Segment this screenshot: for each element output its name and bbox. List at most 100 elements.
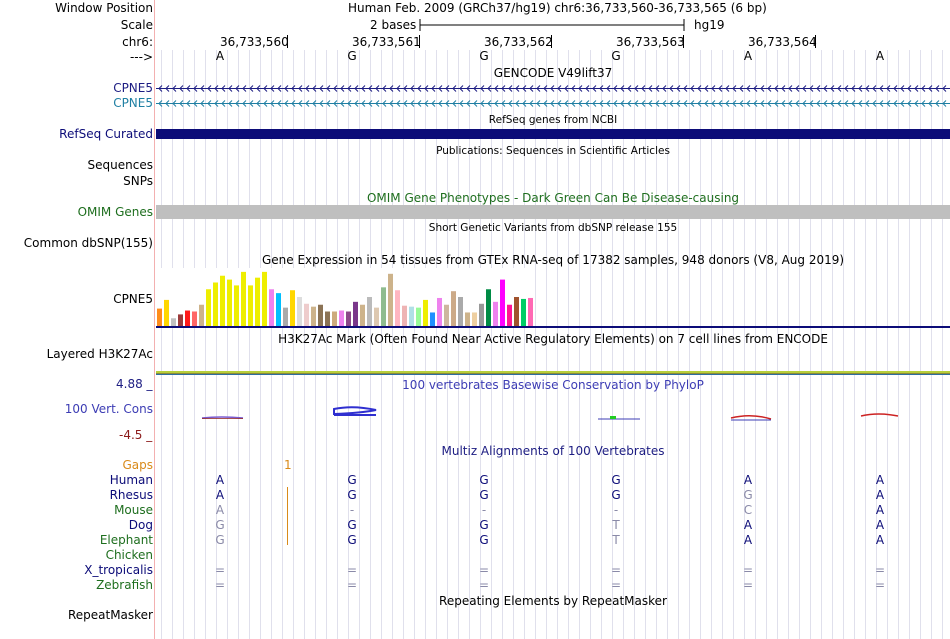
strand-chevron (242, 85, 247, 92)
repeatmasker-label[interactable]: RepeatMasker (67, 608, 153, 622)
refseq-track-title[interactable]: RefSeq genes from NCBI (488, 114, 618, 126)
strand-chevron (865, 85, 870, 92)
strand-chevron (333, 85, 338, 92)
strand-chevron (634, 100, 639, 107)
strand-chevron (781, 100, 786, 107)
h3k27ac-signal[interactable] (156, 370, 950, 378)
omim-label[interactable]: OMIM Genes (77, 205, 153, 219)
gencode-gene-label-1[interactable]: CPNE5 (113, 81, 153, 95)
h3k27ac-track-title[interactable]: H3K27Ac Mark (Often Found Near Active Re… (278, 332, 828, 346)
refseq-label[interactable]: RefSeq Curated (59, 127, 153, 141)
strand-chevron (459, 85, 464, 92)
refseq-gene-feature[interactable] (156, 129, 950, 139)
strand-chevron (361, 100, 366, 107)
strand-chevron (431, 85, 436, 92)
strand-chevron (627, 85, 632, 92)
gtex-tissue-bar (514, 297, 519, 326)
strand-chevron (214, 85, 219, 92)
gtex-tissue-bar (388, 273, 393, 326)
strand-chevron (620, 100, 625, 107)
strand-chevron (760, 85, 765, 92)
strand-chevron (354, 85, 359, 92)
strand-chevron (578, 85, 583, 92)
gtex-tissue-bar (192, 311, 197, 326)
gtex-tissue-bar (409, 306, 414, 326)
species-label[interactable]: Elephant (99, 533, 153, 547)
sequences-label[interactable]: Sequences (87, 158, 153, 172)
strand-chevron (711, 100, 716, 107)
strand-chevron (368, 85, 373, 92)
alignment-base: G (479, 473, 489, 487)
strand-chevron (452, 85, 457, 92)
strand-chevron (788, 85, 793, 92)
repeatmasker-track-title[interactable]: Repeating Elements by RepeatMasker (439, 594, 667, 608)
multiz-track-title[interactable]: Multiz Alignments of 100 Vertebrates (441, 444, 665, 458)
strand-chevron (557, 85, 562, 92)
coordinate-label: 36,733,564 (748, 35, 817, 49)
strand-chevron (767, 85, 772, 92)
strand-chevron (501, 100, 506, 107)
species-label[interactable]: X_tropicalis (84, 563, 153, 577)
strand-chevron (270, 100, 275, 107)
strand-chevron (207, 100, 212, 107)
strand-chevron (200, 85, 205, 92)
gtex-track-title[interactable]: Gene Expression in 54 tissues from GTEx … (261, 253, 845, 267)
alignment-base: A (743, 518, 753, 532)
strand-chevron (207, 85, 212, 92)
species-label[interactable]: Dog (128, 518, 153, 532)
strand-chevron (270, 85, 275, 92)
alignment-base: = (875, 578, 886, 592)
phylop-label[interactable]: 100 Vert. Cons (64, 402, 153, 416)
phylop-track-title[interactable]: 100 vertebrates Basewise Conservation by… (402, 378, 704, 392)
species-label[interactable]: Mouse (114, 503, 153, 517)
window-position-text[interactable]: Human Feb. 2009 (GRCh37/hg19) chr6:36,73… (348, 1, 767, 15)
species-label[interactable]: Chicken (105, 548, 153, 562)
species-label[interactable]: Rhesus (109, 488, 153, 502)
dbsnp-track-title[interactable]: Short Genetic Variants from dbSNP releas… (428, 222, 678, 234)
strand-chevron (613, 85, 618, 92)
strand-chevron (893, 85, 898, 92)
omim-track-title[interactable]: OMIM Gene Phenotypes - Dark Green Can Be… (366, 191, 740, 205)
dbsnp-label[interactable]: Common dbSNP(155) (23, 236, 153, 250)
strand-chevron (935, 100, 940, 107)
strand-chevron (655, 85, 660, 92)
h3k27ac-label[interactable]: Layered H3K27Ac (46, 347, 153, 361)
strand-chevron (508, 85, 513, 92)
gtex-tissue-bar (458, 297, 463, 326)
strand-chevron (200, 100, 205, 107)
scale-assembly: hg19 (694, 18, 725, 32)
gtex-tissue-bar (171, 318, 176, 326)
strand-chevron (571, 85, 576, 92)
snps-label[interactable]: SNPs (123, 174, 153, 188)
gencode-gene-features[interactable] (156, 83, 950, 109)
reference-base: G (611, 49, 621, 63)
gaps-label[interactable]: Gaps (122, 458, 153, 472)
strand-chevron (424, 100, 429, 107)
gencode-gene-label-2[interactable]: CPNE5 (113, 96, 153, 110)
publications-track-title[interactable]: Publications: Sequences in Scientific Ar… (436, 145, 670, 157)
strand-chevron (648, 85, 653, 92)
gtex-expression-bars[interactable] (156, 268, 950, 329)
strand-chevron (361, 85, 366, 92)
phylop-conservation-wiggle[interactable] (156, 404, 950, 426)
gtex-tissue-bar (451, 291, 456, 326)
gencode-track-title[interactable]: GENCODE V49lift37 (493, 66, 613, 80)
strand-chevron (676, 85, 681, 92)
species-label[interactable]: Human (109, 473, 153, 487)
strand-chevron (893, 100, 898, 107)
strand-chevron (536, 85, 541, 92)
gtex-tissue-bar (283, 307, 288, 326)
strand-chevron (242, 100, 247, 107)
gtex-label[interactable]: CPNE5 (113, 292, 153, 306)
strand-chevron (837, 100, 842, 107)
coordinate-tick (815, 35, 816, 48)
strand-chevron (172, 85, 177, 92)
strand-chevron (655, 100, 660, 107)
coordinate-label: 36,733,562 (484, 35, 553, 49)
strand-chevron (291, 100, 296, 107)
gtex-tissue-bar (395, 290, 400, 326)
strand-chevron (907, 85, 912, 92)
omim-feature-bar[interactable] (156, 205, 950, 219)
alignment-base: G (347, 488, 357, 502)
species-label[interactable]: Zebrafish (96, 578, 153, 592)
